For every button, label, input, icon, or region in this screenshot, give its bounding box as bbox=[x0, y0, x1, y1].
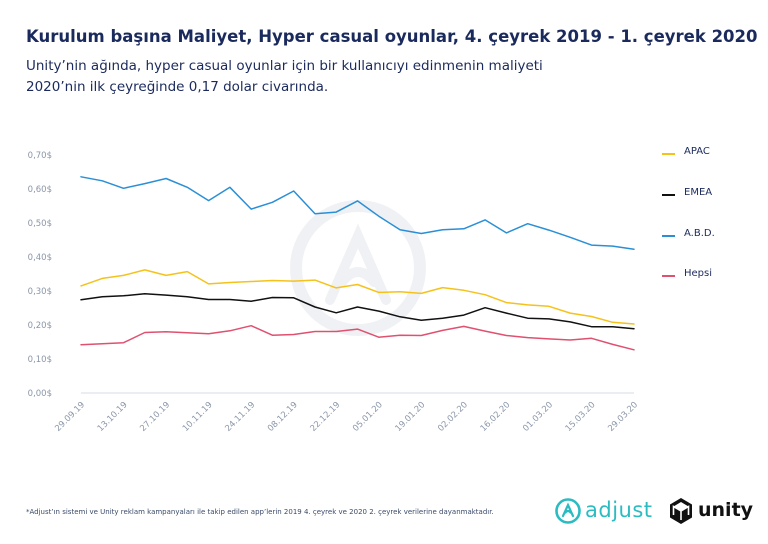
legend-item-abd: A.B.D. bbox=[658, 228, 758, 244]
y-tick-label: 0,70$ bbox=[28, 151, 52, 161]
legend-swatch-abd bbox=[662, 235, 675, 237]
x-tick-label: 24.11.19 bbox=[223, 400, 257, 434]
y-tick-label: 0,10$ bbox=[28, 355, 52, 365]
x-tick-label: 13.10.19 bbox=[96, 400, 130, 434]
adjust-logo-text: adjust bbox=[585, 498, 653, 522]
x-tick-label: 02.02.20 bbox=[436, 400, 470, 434]
y-tick-label: 0,50$ bbox=[28, 219, 52, 229]
series-line-hepsi bbox=[80, 324, 635, 351]
x-tick-label: 10.11.19 bbox=[181, 400, 215, 434]
legend-label-emea: EMEA bbox=[684, 187, 713, 198]
y-tick-label: 0,40$ bbox=[28, 253, 52, 263]
x-tick-label: 29.03.20 bbox=[606, 400, 640, 434]
x-tick-label: 08.12.19 bbox=[266, 400, 300, 434]
legend-item-emea: EMEA bbox=[658, 187, 758, 203]
legend-label-abd: A.B.D. bbox=[684, 228, 715, 239]
legend-item-apac: APAC bbox=[658, 146, 758, 162]
series-line-apac bbox=[80, 269, 635, 325]
legend-swatch-hepsi bbox=[662, 275, 675, 277]
x-tick-label: 19.01.20 bbox=[394, 400, 428, 434]
legend-swatch-emea bbox=[662, 194, 675, 196]
x-tick-label: 01.03.20 bbox=[521, 400, 555, 434]
unity-logo: unity bbox=[668, 496, 758, 528]
series-line-emea bbox=[80, 292, 635, 330]
legend-label-apac: APAC bbox=[684, 146, 710, 157]
x-tick-label: 27.10.19 bbox=[138, 400, 172, 434]
x-tick-label: 16.02.20 bbox=[479, 400, 513, 434]
footnote: *Adjust’ın sistemi ve Unity reklam kampa… bbox=[26, 508, 494, 516]
y-tick-label: 0,20$ bbox=[28, 321, 52, 331]
x-tick-label: 15.03.20 bbox=[564, 400, 598, 434]
legend-label-hepsi: Hepsi bbox=[684, 268, 713, 279]
x-tick-label: 22.12.19 bbox=[309, 400, 343, 434]
chart-subtitle: Unity’nin ağında, hyper casual oyunlar i… bbox=[26, 58, 543, 95]
legend-swatch-apac bbox=[662, 153, 675, 155]
x-tick-label: 05.01.20 bbox=[351, 400, 385, 434]
legend-item-hepsi: Hepsi bbox=[658, 268, 758, 284]
watermark-logo bbox=[290, 200, 426, 336]
y-tick-label: 0,00$ bbox=[28, 389, 52, 399]
unity-logo-text: unity bbox=[698, 499, 754, 521]
adjust-logo-icon bbox=[555, 498, 581, 524]
y-tick-label: 0,30$ bbox=[28, 287, 52, 297]
chart-title: Kurulum başına Maliyet, Hyper casual oyu… bbox=[26, 27, 758, 46]
series-line-abd bbox=[80, 176, 635, 250]
adjust-logo: adjust bbox=[554, 496, 654, 528]
unity-cube-icon bbox=[670, 498, 692, 524]
y-tick-label: 0,60$ bbox=[28, 185, 52, 195]
x-tick-label: 29.09.19 bbox=[53, 400, 87, 434]
